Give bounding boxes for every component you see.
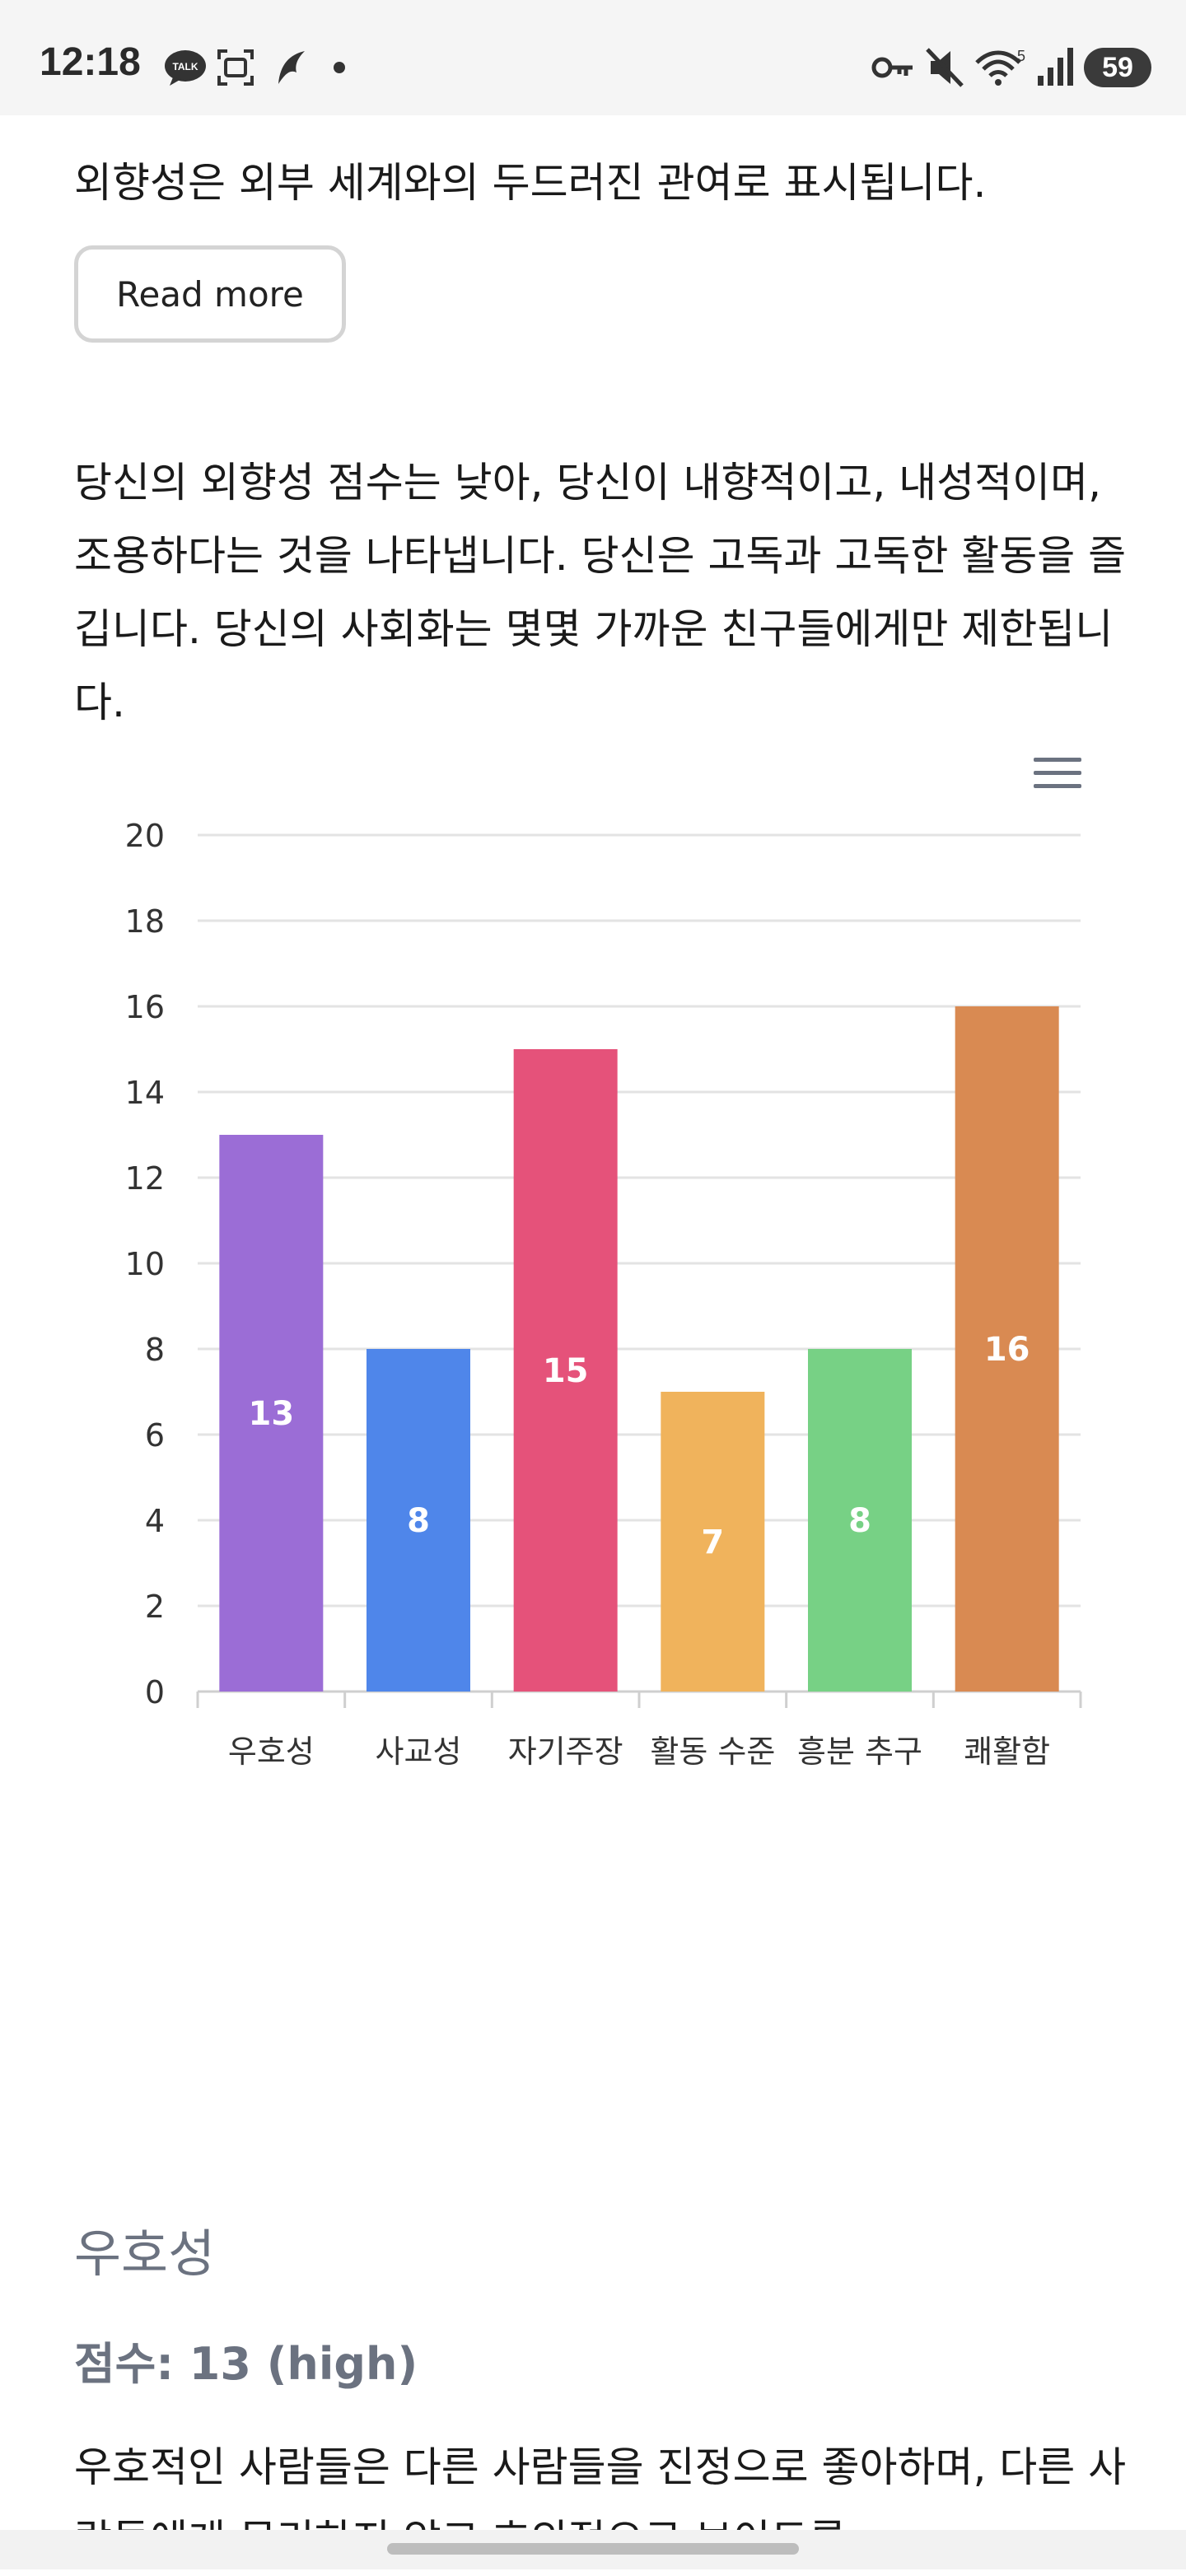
description-text: 당신의 외향성 점수는 낮아, 당신이 내향적이고, 내성적이며, 조용하다는 … bbox=[74, 459, 1127, 726]
y-tick-label: 12 bbox=[125, 1160, 165, 1197]
svg-text:5: 5 bbox=[1017, 48, 1025, 64]
x-tick-label: 활동 수준 bbox=[650, 1734, 775, 1770]
status-bar: 12:18 TALK 5 59 bbox=[0, 0, 1186, 115]
y-tick-label: 18 bbox=[125, 903, 165, 940]
dot-icon bbox=[334, 62, 345, 73]
x-tick-label: 쾌활함 bbox=[964, 1734, 1050, 1770]
wifi-icon: 5 bbox=[975, 48, 1025, 86]
y-tick-label: 4 bbox=[145, 1503, 165, 1539]
section-title: 우호성 bbox=[74, 2224, 216, 2284]
navigation-bar bbox=[0, 2530, 1186, 2569]
bar bbox=[808, 1349, 912, 1692]
data-label: 7 bbox=[701, 1524, 724, 1561]
read-more-button[interactable]: Read more bbox=[74, 245, 346, 343]
bar bbox=[661, 1392, 765, 1692]
data-label: 16 bbox=[984, 1331, 1030, 1369]
y-tick-label: 20 bbox=[125, 818, 165, 854]
y-tick-label: 0 bbox=[145, 1674, 165, 1710]
x-tick-label: 자기주장 bbox=[508, 1734, 623, 1770]
mute-icon bbox=[926, 48, 964, 87]
home-handle[interactable] bbox=[387, 2543, 799, 2555]
y-tick-label: 6 bbox=[145, 1417, 165, 1454]
intro-text: 외향성은 외부 세계와의 두드러진 관여로 표시됩니다. bbox=[74, 159, 987, 207]
bird-icon bbox=[278, 51, 305, 84]
score-label: 점수: bbox=[74, 2338, 174, 2390]
x-tick-label: 흥분 추구 bbox=[797, 1734, 922, 1770]
y-tick-label: 16 bbox=[125, 989, 165, 1025]
data-label: 15 bbox=[543, 1352, 589, 1390]
signal-icon bbox=[1038, 48, 1073, 86]
screenshot-icon bbox=[217, 49, 254, 86]
bar bbox=[367, 1349, 470, 1692]
svg-text:TALK: TALK bbox=[172, 61, 198, 72]
data-label: 8 bbox=[407, 1502, 430, 1540]
data-label: 8 bbox=[848, 1502, 871, 1540]
battery-icon: 59 bbox=[1084, 48, 1151, 87]
data-label: 13 bbox=[248, 1395, 294, 1433]
x-tick-label: 사교성 bbox=[376, 1734, 462, 1770]
y-tick-label: 8 bbox=[145, 1332, 165, 1368]
y-tick-label: 2 bbox=[145, 1589, 165, 1625]
bar bbox=[219, 1135, 324, 1692]
y-tick-label: 10 bbox=[125, 1246, 165, 1282]
x-tick-label: 우호성 bbox=[228, 1734, 315, 1770]
bar bbox=[513, 1049, 618, 1692]
score-value: 13 (high) bbox=[189, 2338, 418, 2390]
talk-icon: TALK bbox=[165, 50, 206, 86]
bar-chart: 0 2 4 6 8 10 12 14 16 18 20 13 우호성 8 사교성 15 자기주장 7 활동 수준 8 흥… bbox=[125, 818, 1082, 1770]
key-icon bbox=[871, 57, 913, 78]
bar bbox=[955, 1006, 1059, 1692]
status-time: 12:18 bbox=[40, 40, 141, 84]
y-tick-label: 14 bbox=[125, 1075, 165, 1111]
chart-menu-icon[interactable] bbox=[1034, 758, 1083, 796]
score-line: 점수: 13 (high) bbox=[74, 2327, 418, 2392]
